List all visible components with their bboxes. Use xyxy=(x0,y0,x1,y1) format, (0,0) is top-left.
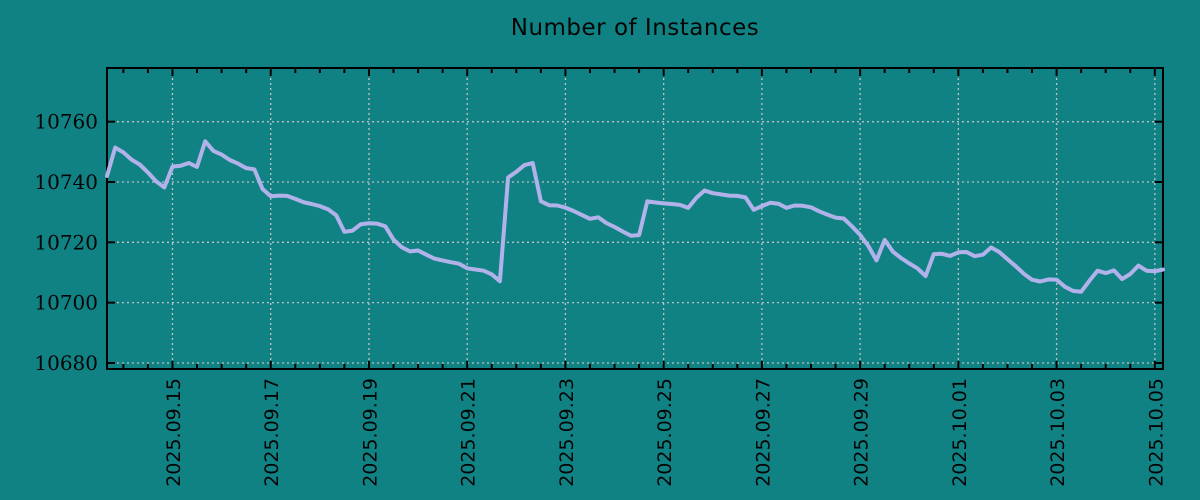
plot-frame xyxy=(106,67,1164,370)
x-tick-label: 2025.09.15 xyxy=(163,378,185,487)
y-tick-label: 10700 xyxy=(34,291,98,315)
x-tick-label: 2025.09.29 xyxy=(851,378,873,487)
y-tick-label: 10720 xyxy=(34,230,98,254)
x-tick-label: 2025.10.01 xyxy=(949,378,971,487)
x-tick-label: 2025.09.23 xyxy=(556,378,578,487)
axis-ticks xyxy=(107,68,1163,369)
y-tick-label: 10760 xyxy=(34,110,98,134)
y-tick-label: 10680 xyxy=(34,351,98,375)
x-tick-label: 2025.09.17 xyxy=(261,378,283,487)
x-tick-label: 2025.10.05 xyxy=(1145,378,1167,487)
x-tick-label: 2025.09.19 xyxy=(359,378,381,487)
series-line xyxy=(105,139,1165,294)
chart-title: Number of Instances xyxy=(510,15,760,41)
x-tick-labels: 2025.09.15 2025.09.17 2025.09.19 2025.09.21… xyxy=(163,378,1167,487)
x-tick-label: 2025.09.21 xyxy=(458,378,480,487)
y-tick-labels: 10680 10700 10720 10740 10760 xyxy=(34,110,98,375)
gridlines xyxy=(107,68,1163,369)
x-tick-label: 2025.10.03 xyxy=(1047,378,1069,487)
x-tick-label: 2025.09.25 xyxy=(654,378,676,487)
x-tick-label: 2025.09.27 xyxy=(752,378,774,487)
y-tick-label: 10740 xyxy=(34,170,98,194)
